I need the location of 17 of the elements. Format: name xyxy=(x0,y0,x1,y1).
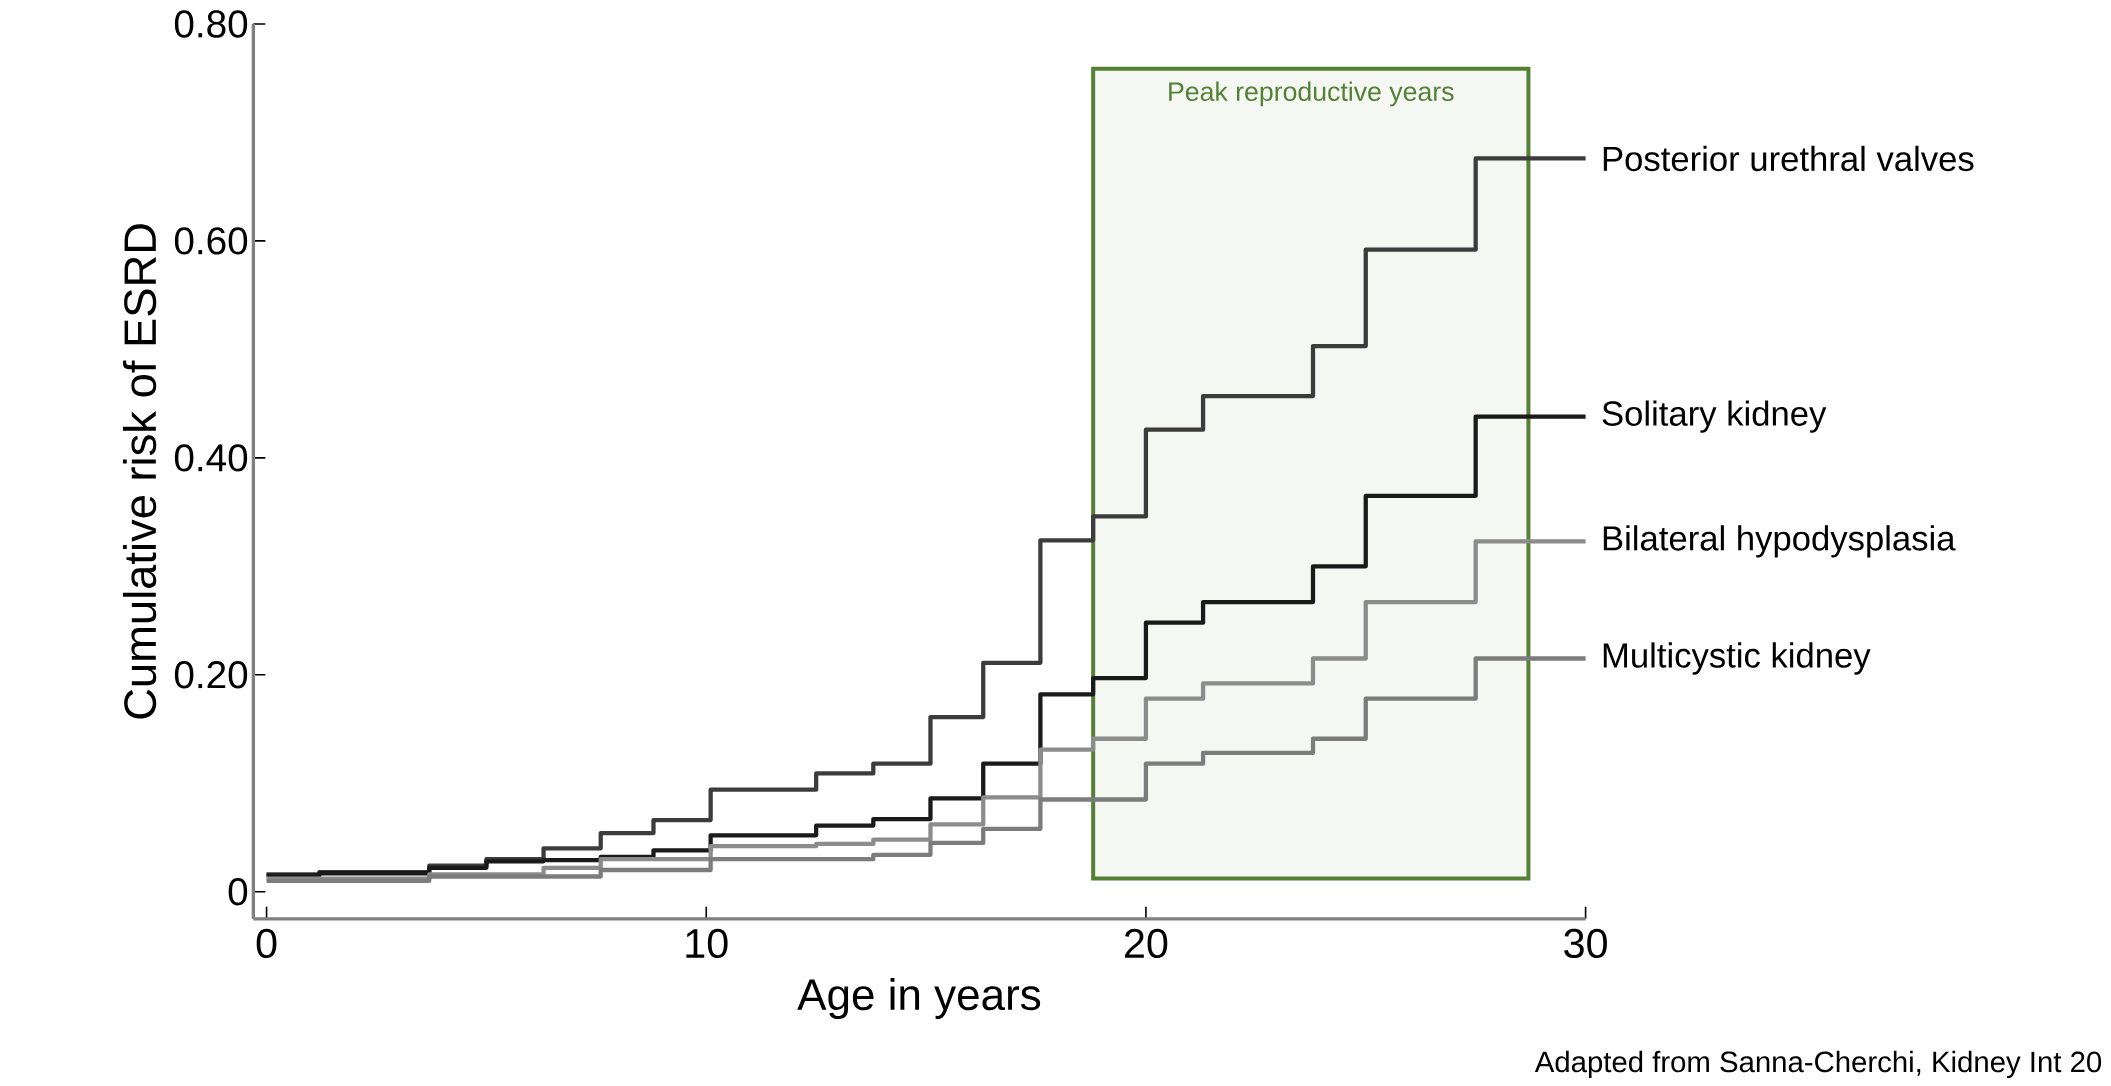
series-label: Bilateral hypodysplasia xyxy=(1603,525,1956,558)
x-tick-label: 10 xyxy=(686,929,728,959)
x-tick-label: 30 xyxy=(1564,929,1607,959)
y-axis-title: Cumulative risk of ESRD xyxy=(122,224,157,719)
text: Adapted from Sanna-Cherchi, Kidney Int 20 xyxy=(1534,1051,2102,1079)
x-tick-label: 0 xyxy=(256,929,277,959)
x-tick-label: 20 xyxy=(1125,929,1168,959)
x-axis-title: Age in years xyxy=(797,978,1041,1020)
band-label: Peak reproductive years xyxy=(1169,81,1454,107)
y-tick-label: 0.80 xyxy=(174,10,248,38)
y-tick-label: 0 xyxy=(228,878,248,906)
series-label: Solitary kidney xyxy=(1602,400,1827,434)
series-label: Posterior urethral valves xyxy=(1603,146,1974,172)
series-label: Multicystic kidney xyxy=(1603,642,1871,675)
y-tick-label: 0.40 xyxy=(174,444,248,472)
y-tick-label: 0.20 xyxy=(174,661,248,689)
y-tick-label: 0.60 xyxy=(174,227,248,255)
